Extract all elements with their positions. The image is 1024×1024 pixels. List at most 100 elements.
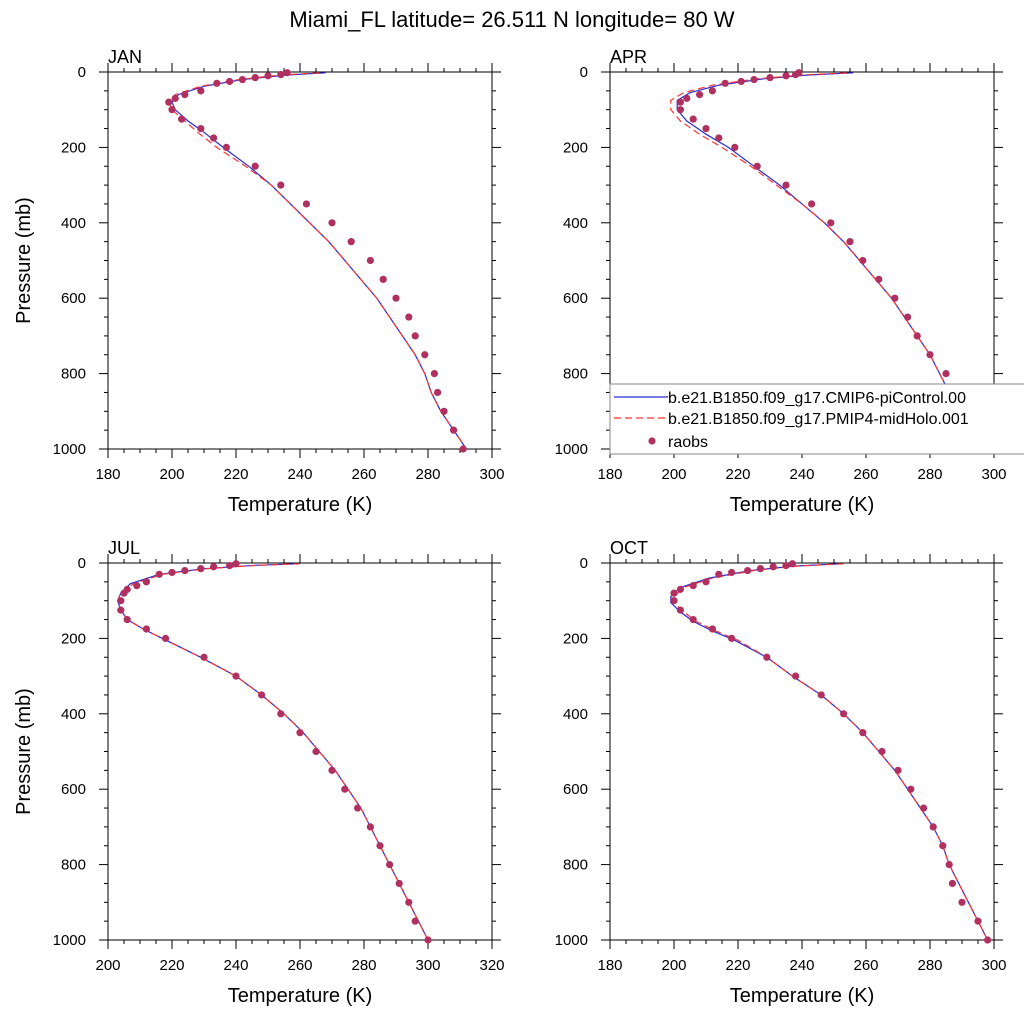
x-tick-label: 260	[853, 957, 878, 974]
y-tick-label: 1000	[53, 932, 86, 949]
raobs-point	[715, 134, 723, 142]
x-tick-label: 220	[159, 957, 184, 974]
x-axis-label: Temperature (K)	[730, 494, 875, 516]
raobs-point	[782, 181, 790, 189]
raobs-point	[948, 879, 957, 888]
x-tick-label: 180	[597, 466, 622, 483]
raobs-point	[232, 672, 240, 680]
y-tick-label: 800	[61, 857, 86, 874]
x-tick-label: 300	[415, 957, 440, 974]
picontrol-series-line	[171, 72, 467, 450]
raobs-point	[155, 570, 163, 578]
raobs-point	[689, 582, 697, 590]
raobs-point	[395, 879, 403, 888]
x-tick-label: 280	[917, 957, 942, 974]
raobs-point	[197, 124, 205, 133]
raobs-point	[258, 691, 266, 699]
raobs-point	[702, 124, 710, 133]
raobs-point	[171, 94, 179, 102]
raobs-point	[222, 143, 230, 151]
raobs-point	[302, 200, 310, 208]
y-tick-label: 400	[563, 215, 588, 232]
raobs-point	[920, 804, 928, 812]
raobs-point	[958, 898, 966, 906]
raobs-point	[766, 74, 774, 82]
plot-frame	[107, 562, 493, 941]
raobs-point	[891, 294, 899, 302]
panel-jul: JUL 200 220 240 260 280 300 320 0 200 400 600 800 100…	[13, 538, 505, 1007]
raobs-point	[376, 842, 384, 850]
x-tick-label: 200	[661, 957, 686, 974]
panel-label: APR	[610, 47, 647, 67]
raobs-point	[721, 79, 729, 87]
raobs-point	[792, 71, 800, 79]
raobs-point	[210, 134, 218, 142]
x-tick-label: 240	[789, 466, 814, 483]
figure-title: Miami_FL latitude= 26.511 N longitude= 8…	[289, 7, 734, 32]
panel-label: JUL	[108, 538, 140, 558]
raobs-point	[430, 370, 438, 378]
x-tick-label: 200	[661, 466, 686, 483]
panel-oct: OCT 180 200 220 240 260 280 300 0 200 400 600 800 100…	[555, 538, 1007, 1007]
x-tick-label: 220	[223, 466, 248, 483]
raobs-point	[763, 653, 771, 661]
raobs-point	[728, 634, 736, 643]
raobs-point	[702, 578, 710, 586]
y-tick-label: 600	[563, 781, 588, 798]
y-axis-label: Pressure (mb)	[13, 197, 35, 324]
raobs-point	[165, 98, 173, 106]
raobs-point	[226, 562, 234, 570]
raobs-point	[926, 351, 934, 359]
y-tick-label: 200	[563, 630, 588, 647]
raobs-point	[683, 94, 691, 102]
raobs-point	[178, 115, 186, 123]
raobs-point	[434, 388, 442, 397]
raobs-point	[251, 162, 259, 170]
raobs-point	[296, 729, 304, 737]
raobs-point	[200, 653, 208, 661]
y-axis-label: Pressure (mb)	[13, 688, 35, 815]
raobs-point	[689, 115, 697, 123]
y-tick-label: 1000	[53, 441, 86, 458]
raobs-point	[251, 74, 259, 82]
raobs-point	[670, 589, 678, 597]
raobs-point	[913, 332, 921, 340]
raobs-point	[782, 72, 790, 80]
plot-frame	[609, 562, 995, 941]
legend: b.e21.B1850.f09_g17.CMIP6-piControl.00 b.…	[609, 383, 1024, 455]
panel-label: OCT	[610, 538, 648, 558]
y-tick-label: 400	[61, 706, 86, 723]
x-tick-label: 300	[981, 466, 1006, 483]
x-axis-label: Temperature (K)	[730, 985, 875, 1007]
raobs-point	[744, 566, 752, 575]
raobs-point	[942, 370, 950, 378]
raobs-point	[120, 589, 128, 597]
raobs-point	[670, 597, 678, 605]
x-tick-label: 240	[789, 957, 814, 974]
y-tick-label: 800	[61, 366, 86, 383]
raobs-point	[210, 563, 218, 571]
raobs-point	[708, 87, 717, 95]
raobs-point	[283, 69, 291, 77]
raobs-point	[277, 181, 285, 189]
raobs-point	[708, 625, 717, 633]
raobs-point	[133, 582, 141, 590]
raobs-point	[929, 823, 937, 831]
y-tick-label: 600	[563, 290, 588, 307]
raobs-point	[328, 766, 336, 774]
legend-box	[609, 383, 1024, 455]
x-axis-label: Temperature (K)	[228, 494, 373, 516]
raobs-point	[117, 597, 125, 605]
raobs-point	[354, 804, 362, 812]
y-tick-label: 200	[61, 139, 86, 156]
x-tick-label: 180	[95, 466, 120, 483]
x-tick-label: 280	[351, 957, 376, 974]
raobs-point	[450, 426, 458, 434]
raobs-point	[197, 87, 205, 95]
raobs-point	[277, 710, 285, 718]
panel-apr: APR 180 200 220 240 260 280 300 0 200 400 600 800 100…	[555, 47, 1007, 516]
x-axis-label: Temperature (K)	[228, 985, 373, 1007]
y-tick-label: 400	[563, 706, 588, 723]
midholo-series-line	[168, 72, 467, 450]
